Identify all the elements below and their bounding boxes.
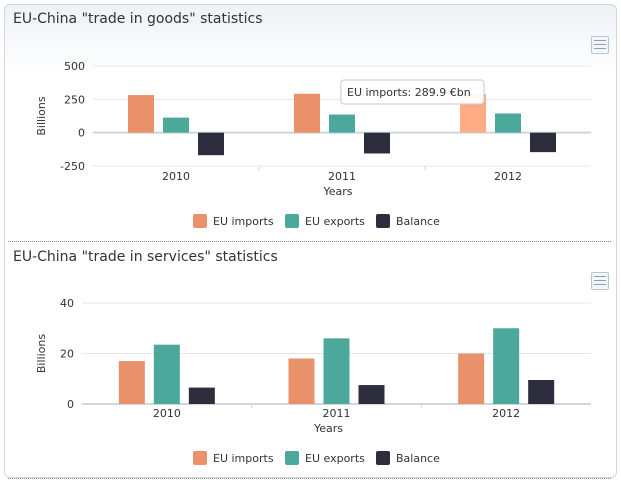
- y-tick-label: 20: [60, 348, 74, 361]
- table-export-icon[interactable]: [591, 36, 609, 54]
- y-axis-title: Billions: [35, 96, 48, 135]
- x-tick-label: 2010: [153, 407, 181, 420]
- bar-balance-2011[interactable]: [358, 385, 385, 404]
- legend-label-imports[interactable]: EU imports: [213, 215, 274, 228]
- bar-balance-2010[interactable]: [198, 132, 224, 156]
- section-divider: [8, 241, 611, 242]
- y-tick-label: 0: [67, 398, 74, 411]
- bar-imports-2011[interactable]: [288, 358, 315, 404]
- legend-label-exports[interactable]: EU exports: [305, 452, 365, 465]
- legend-label-imports[interactable]: EU imports: [213, 452, 274, 465]
- bar-exports-2012[interactable]: [493, 328, 520, 404]
- bar-exports-2011[interactable]: [323, 338, 350, 404]
- bar-balance-2012[interactable]: [530, 132, 556, 153]
- legend-swatch-imports[interactable]: [193, 451, 207, 465]
- bar-balance-2012[interactable]: [528, 380, 555, 404]
- x-axis-title: Years: [322, 185, 352, 198]
- x-axis-title: Years: [313, 422, 343, 435]
- x-tick-label: 2011: [323, 407, 351, 420]
- legend-label-exports[interactable]: EU exports: [305, 215, 365, 228]
- section-divider: [8, 478, 611, 479]
- legend-swatch-balance[interactable]: [376, 214, 390, 228]
- goods-chart-title: EU-China "trade in goods" statistics: [13, 11, 263, 27]
- tooltip: EU imports: 289.9 €bn: [340, 79, 485, 105]
- y-tick-label: 40: [60, 297, 74, 310]
- table-export-icon[interactable]: [591, 272, 609, 290]
- bar-imports-2011[interactable]: [294, 93, 320, 133]
- bar-exports-2012[interactable]: [495, 113, 521, 133]
- bar-exports-2010[interactable]: [153, 344, 180, 404]
- legend-label-balance[interactable]: Balance: [396, 452, 440, 465]
- bar-imports-2010[interactable]: [128, 95, 154, 133]
- x-tick-label: 2012: [492, 407, 520, 420]
- y-tick-label: 250: [64, 93, 85, 106]
- bar-balance-2010[interactable]: [188, 387, 215, 404]
- tooltip-box: [340, 79, 485, 105]
- legend-swatch-imports[interactable]: [193, 214, 207, 228]
- bar-imports-2010[interactable]: [118, 361, 145, 404]
- bar-exports-2011[interactable]: [329, 114, 355, 133]
- legend-label-balance[interactable]: Balance: [396, 215, 440, 228]
- legend-swatch-exports[interactable]: [285, 214, 299, 228]
- y-tick-label: -250: [60, 160, 85, 173]
- x-tick-label: 2010: [162, 170, 190, 183]
- bar-imports-2012[interactable]: [458, 353, 485, 405]
- bar-exports-2010[interactable]: [163, 117, 189, 133]
- y-tick-label: 500: [64, 60, 85, 73]
- legend-swatch-exports[interactable]: [285, 451, 299, 465]
- x-tick-label: 2011: [328, 170, 356, 183]
- services-chart-title: EU-China "trade in services" statistics: [13, 249, 278, 265]
- bar-balance-2011[interactable]: [364, 132, 390, 154]
- y-axis-title: Billions: [35, 334, 48, 373]
- legend-swatch-balance[interactable]: [376, 451, 390, 465]
- y-tick-label: 0: [78, 127, 85, 140]
- tooltip-text: EU imports: 289.9 €bn: [347, 86, 471, 99]
- x-tick-label: 2012: [494, 170, 522, 183]
